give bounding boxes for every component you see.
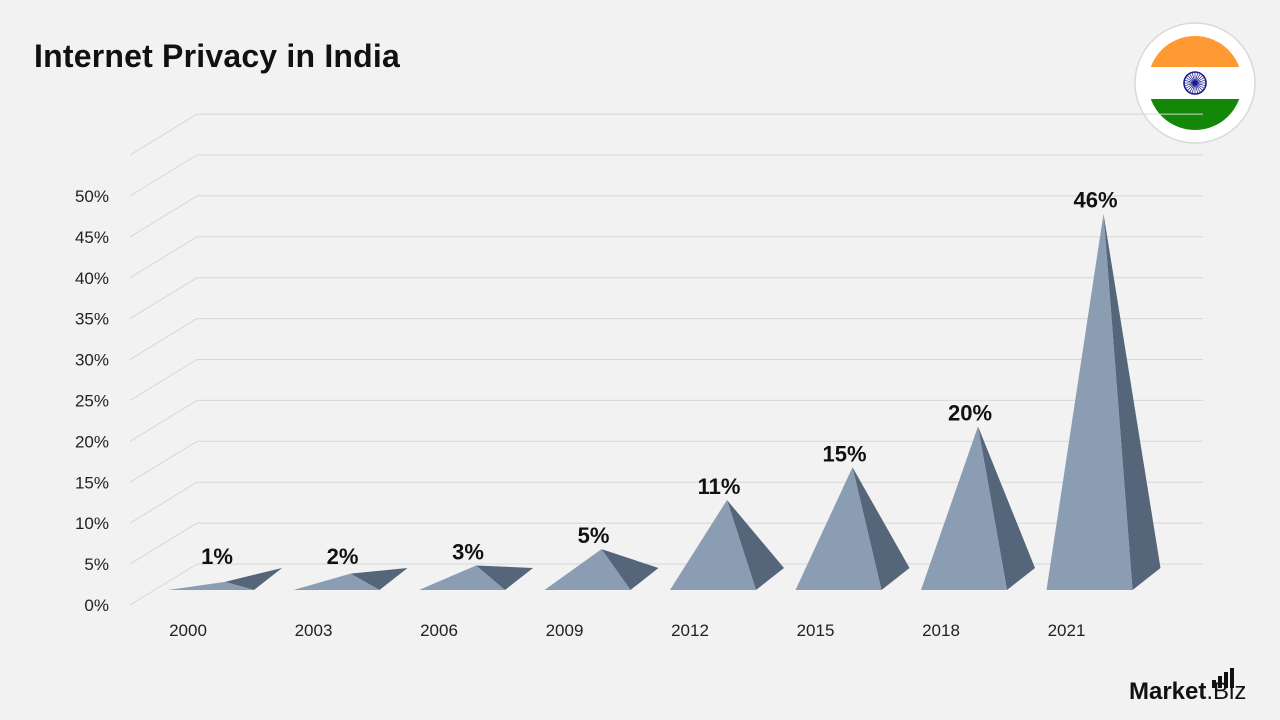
x-tick-label: 2000	[169, 621, 207, 640]
pyramid-bar	[419, 565, 533, 590]
pyramid-side-face	[601, 549, 659, 590]
y-tick-label: 40%	[75, 269, 109, 288]
data-label: 2%	[327, 544, 359, 569]
x-tick-label: 2021	[1048, 621, 1086, 640]
gridline-diagonal	[129, 113, 198, 156]
pyramid-bar	[921, 426, 1035, 590]
brand-name: Market	[1129, 678, 1207, 705]
chart-title: Internet Privacy in India	[34, 38, 400, 74]
gridline-diagonal	[129, 195, 198, 238]
pyramid-front-face	[1046, 213, 1133, 590]
pyramid-side-face	[350, 568, 408, 590]
gridline-diagonal	[129, 359, 198, 401]
gridline-diagonal	[129, 318, 198, 361]
pyramid-front-face	[168, 581, 254, 590]
x-tick-label: 2009	[546, 621, 584, 640]
y-tick-label: 30%	[75, 351, 109, 370]
gridline-diagonal	[129, 522, 198, 565]
pyramid-side-face	[225, 568, 282, 590]
gridline-diagonal	[129, 440, 198, 483]
ashoka-chakra-icon	[1183, 71, 1207, 95]
pyramid-side-face	[978, 426, 1035, 590]
y-axis: 0% 5% 10% 15% 20% 25% 30% 35% 40% 45% 50%	[75, 187, 109, 615]
pyramid-front-face	[419, 565, 505, 590]
pyramid-bar	[795, 467, 910, 590]
x-tick-label: 2003	[295, 621, 333, 640]
pyramid-front-face	[670, 500, 756, 590]
gridline-diagonal	[129, 481, 198, 524]
pyramids: 1% 2000 2% 2003 3% 2006 5% 2009 11% 2012 15% 2015 20…	[168, 188, 1161, 640]
x-tick-label: 2018	[922, 621, 960, 640]
brand-logo: Market.Biz	[1129, 668, 1269, 708]
data-label: 3%	[452, 539, 484, 564]
data-label: 5%	[578, 523, 610, 548]
pyramid-bar	[168, 568, 282, 590]
data-label: 46%	[1073, 188, 1117, 213]
x-tick-label: 2006	[420, 621, 458, 640]
gridline-diagonal	[129, 277, 198, 320]
gridlines	[129, 113, 1203, 606]
gridline-diagonal	[129, 236, 198, 279]
data-label: 15%	[822, 441, 866, 466]
y-tick-label: 35%	[75, 310, 109, 329]
x-tick-label: 2015	[797, 621, 835, 640]
y-tick-label: 50%	[75, 187, 109, 206]
x-tick-label: 2012	[671, 621, 709, 640]
pyramid-front-face	[795, 467, 882, 590]
gridline-diagonal	[129, 154, 198, 197]
gridline-diagonal	[129, 563, 198, 606]
pyramid-side-face	[476, 565, 533, 590]
y-tick-label: 15%	[75, 473, 109, 492]
pyramid-front-face	[921, 426, 1007, 590]
y-tick-label: 25%	[75, 392, 109, 411]
pyramid-side-face	[1103, 213, 1161, 590]
data-label: 11%	[698, 474, 741, 499]
pyramid-side-face	[852, 467, 910, 590]
pyramid-bar	[670, 500, 784, 590]
bar-chart-icon	[1212, 668, 1234, 688]
pyramid-front-face	[293, 573, 380, 590]
pyramid-side-face	[727, 500, 784, 590]
data-label: 1%	[201, 544, 233, 569]
pyramid-bar	[293, 568, 408, 590]
data-label: 20%	[948, 400, 992, 425]
gridline-diagonal	[129, 399, 198, 442]
pyramid-bar	[544, 549, 659, 590]
y-tick-label: 5%	[84, 555, 109, 574]
pyramid-bar	[1046, 213, 1161, 590]
pyramid-front-face	[544, 549, 631, 590]
y-tick-label: 20%	[75, 432, 109, 451]
y-tick-label: 45%	[75, 228, 109, 247]
y-tick-label: 10%	[75, 514, 109, 533]
y-tick-label: 0%	[84, 596, 109, 615]
